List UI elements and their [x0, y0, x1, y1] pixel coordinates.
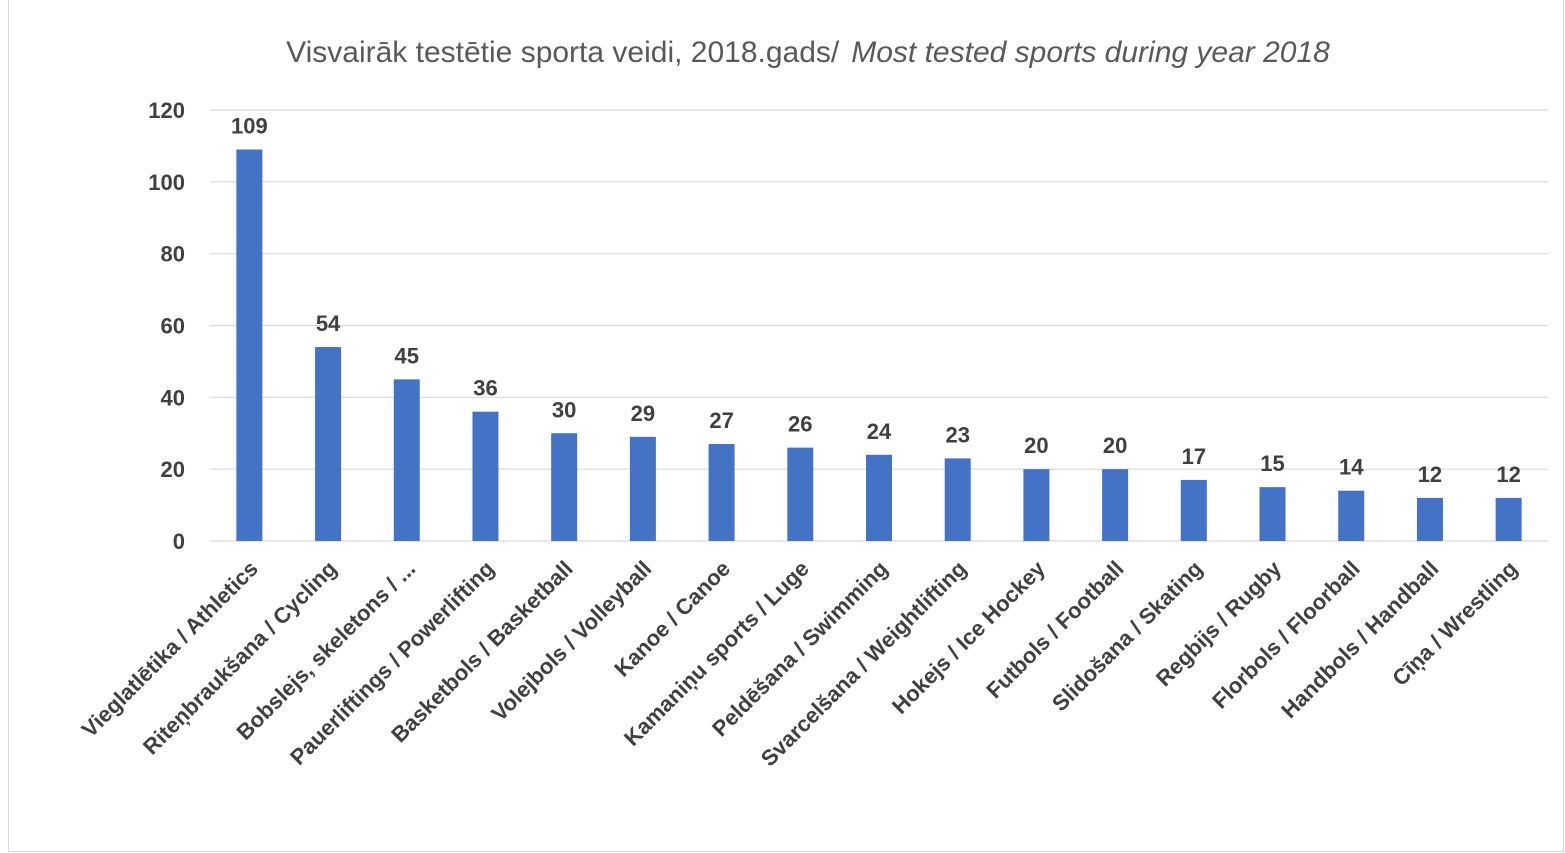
bar	[787, 447, 814, 541]
y-tick-label: 60	[161, 314, 185, 339]
bar	[1495, 497, 1522, 541]
bar	[708, 444, 735, 541]
data-label: 20	[1103, 433, 1127, 458]
category-label: Futbols / Football	[981, 556, 1128, 703]
bar	[315, 347, 342, 541]
data-label: 30	[552, 397, 576, 422]
y-tick-label: 80	[161, 242, 185, 267]
y-axis: 0 20 40 60 80 100 120	[148, 98, 185, 554]
bar	[1023, 469, 1050, 541]
data-labels: 109 54 45 36 30 29 27 26 24 23 20 20 17 15 14 12 12	[231, 114, 1521, 487]
y-tick-label: 100	[148, 170, 185, 195]
bar	[1338, 490, 1365, 541]
data-label: 26	[788, 412, 812, 437]
data-label: 24	[867, 419, 892, 444]
y-tick-label: 40	[161, 385, 185, 410]
bar	[866, 454, 892, 541]
data-label: 12	[1496, 462, 1520, 487]
category-label: Hokejs / Ice Hockey	[887, 555, 1050, 718]
x-axis: Vieglatlētika / AthleticsRiteņbraukšana …	[77, 555, 1523, 771]
category-label: Volejbols / Volleyball	[486, 556, 656, 726]
bar	[1180, 479, 1207, 541]
bar	[944, 458, 971, 541]
y-tick-label: 120	[148, 98, 185, 123]
bar	[1416, 497, 1443, 541]
data-label: 27	[709, 408, 733, 433]
category-label: Florbols / Floorball	[1207, 556, 1365, 714]
data-label: 109	[231, 114, 268, 139]
y-tick-label: 0	[173, 529, 185, 554]
bar	[1259, 487, 1286, 541]
data-label: 15	[1260, 451, 1284, 476]
data-label: 12	[1418, 462, 1442, 487]
y-tick-label: 20	[161, 457, 185, 482]
data-label: 14	[1339, 455, 1364, 480]
bar	[551, 433, 578, 541]
bar	[1102, 469, 1129, 541]
bars	[236, 149, 1522, 541]
category-label: Handbols / Handball	[1276, 556, 1443, 723]
chart-title: Visvairāk testētie sporta veidi, 2018.ga…	[286, 36, 1330, 69]
data-label: 29	[631, 401, 655, 426]
bar	[236, 149, 263, 541]
chart-title-main: Visvairāk testētie sporta veidi, 2018.ga…	[286, 36, 840, 69]
bar	[472, 411, 499, 541]
bar	[629, 436, 656, 541]
data-label: 36	[473, 376, 497, 401]
data-label: 54	[316, 311, 341, 336]
data-label: 23	[945, 422, 969, 447]
category-label: Slidošana / Skating	[1047, 556, 1207, 716]
chart-frame	[8, 0, 1564, 852]
bar	[393, 379, 420, 541]
data-label: 45	[395, 343, 419, 368]
data-label: 17	[1182, 444, 1206, 469]
data-label: 20	[1024, 433, 1048, 458]
chart-title-italic: Most tested sports during year 2018	[851, 36, 1330, 69]
